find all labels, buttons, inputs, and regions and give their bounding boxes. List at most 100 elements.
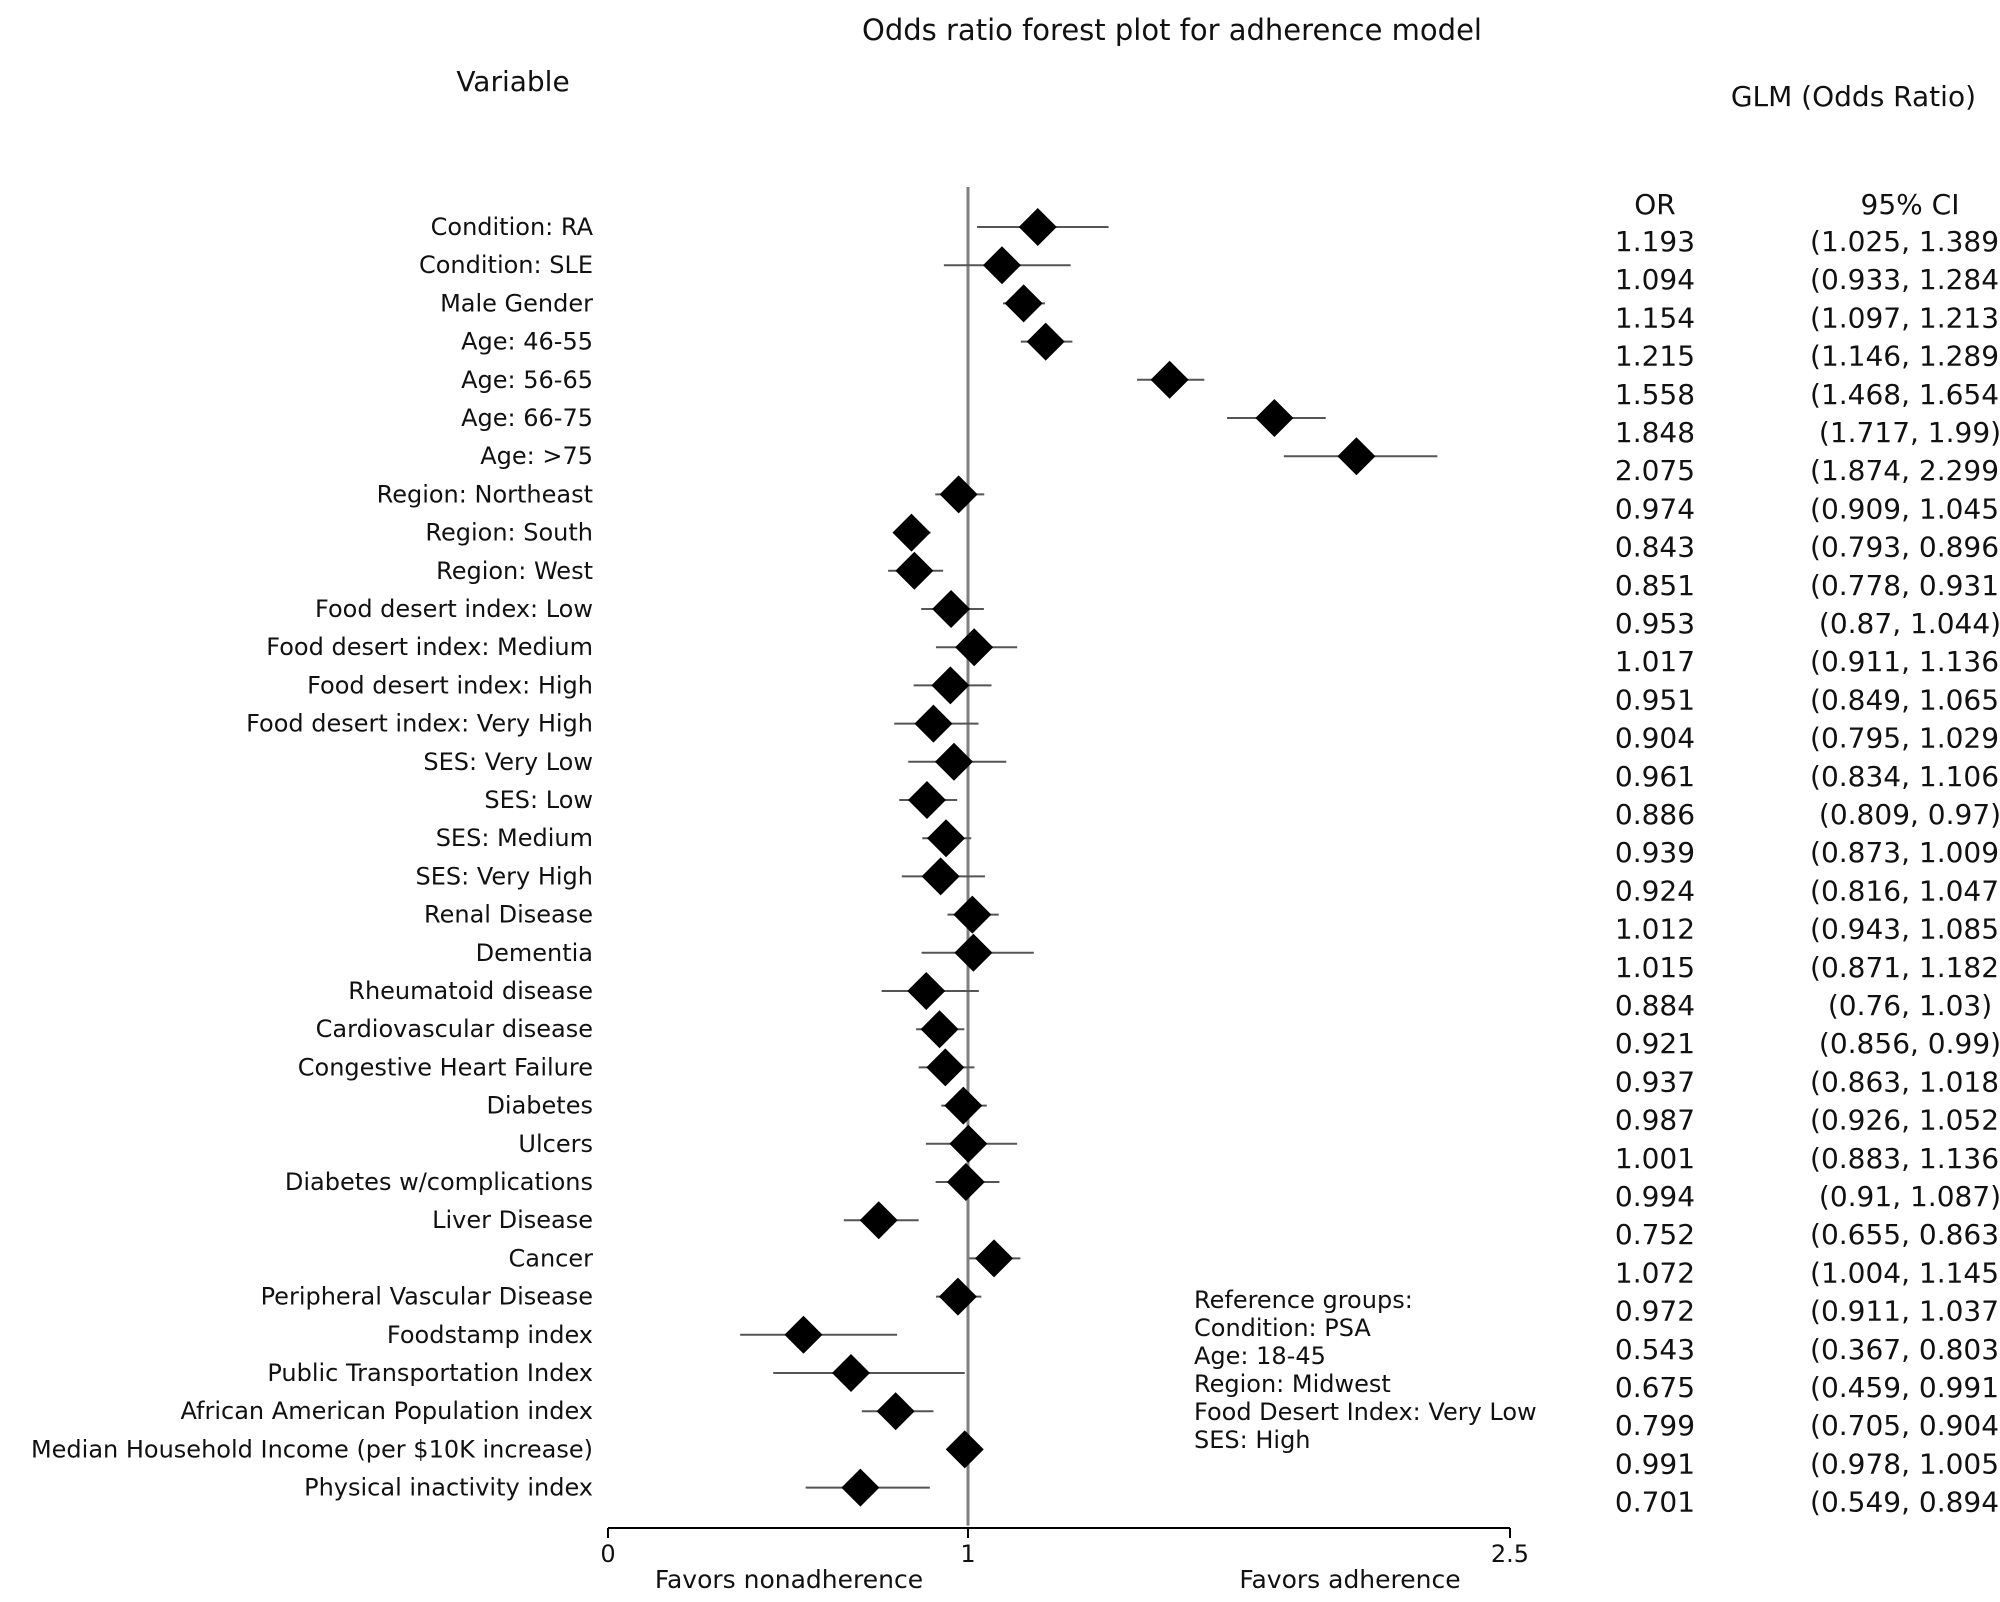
or-value-food-desert-index-very-high: 0.904 [1615,722,1695,755]
or-value-african-american-population-index: 0.799 [1615,1409,1695,1442]
ci-value-ses-low: (0.809, 0.97) [1819,798,2000,831]
or-value-renal-disease: 1.012 [1615,913,1695,946]
or-point-region-northeast [939,475,978,514]
or-value-age-75: 2.075 [1615,454,1695,487]
variable-label-renal-disease: Renal Disease [424,901,593,929]
variable-label-congestive-heart-failure: Congestive Heart Failure [298,1053,593,1081]
or-column-header: OR [1634,188,1676,221]
variable-label-ses-medium: SES: Medium [436,824,593,852]
reference-groups-note: Reference groups: Condition: PSA Age: 18… [1194,1286,1537,1454]
or-value-diabetes-w-complications: 0.994 [1615,1180,1695,1213]
variable-label-age-46-55: Age: 46-55 [461,328,593,356]
or-point-food-desert-index-medium [955,628,994,667]
variable-column-header: Variable [456,65,569,98]
or-value-condition-ra: 1.193 [1615,225,1695,258]
or-point-food-desert-index-very-high [914,704,953,743]
variable-label-food-desert-index-medium: Food desert index: Medium [266,633,593,661]
ci-value-congestive-heart-failure: (0.863, 1.018) [1810,1065,2000,1098]
ci-value-food-desert-index-very-high: (0.795, 1.029) [1810,722,2000,755]
ci-value-region-west: (0.778, 0.931) [1810,569,2000,602]
ci-value-region-south: (0.793, 0.896) [1810,531,2000,564]
or-point-rheumatoid-disease [907,972,946,1010]
or-point-male-gender [1004,284,1043,323]
ci-value-liver-disease: (0.655, 0.863) [1810,1218,2000,1251]
or-value-age-56-65: 1.558 [1615,378,1695,411]
or-value-region-west: 0.851 [1615,569,1695,602]
variable-label-layer: Condition: RA Condition: SLE Male Gender Ag… [31,213,594,1502]
or-point-age-46-55 [1026,322,1065,361]
variable-label-condition-sle: Condition: SLE [419,251,593,279]
ci-value-dementia: (0.871, 1.182) [1810,951,2000,984]
variable-label-ses-very-high: SES: Very High [415,862,593,890]
variable-label-peripheral-vascular-disease: Peripheral Vascular Disease [261,1283,593,1311]
variable-label-ses-low: SES: Low [484,786,593,814]
or-value-ses-very-high: 0.924 [1615,874,1695,907]
variable-label-region-west: Region: West [436,557,593,585]
or-point-cardiovascular-disease [920,1010,959,1049]
or-value-age-66-75: 1.848 [1615,416,1695,449]
or-point-peripheral-vascular-disease [938,1277,977,1316]
or-point-condition-sle [982,246,1021,285]
or-point-foodstamp-index [784,1315,823,1354]
or-value-food-desert-index-medium: 1.017 [1615,645,1695,678]
variable-label-age-75: Age: >75 [480,442,593,470]
ci-value-condition-sle: (0.933, 1.284) [1810,263,2000,296]
or-point-cancer [975,1239,1014,1278]
or-value-peripheral-vascular-disease: 0.972 [1615,1295,1695,1328]
ci-value-public-transportation-index: (0.459, 0.991) [1810,1371,2000,1404]
variable-label-food-desert-index-low: Food desert index: Low [315,595,593,623]
ci-value-median-household-income-per-10k-increase: (0.978, 1.005) [1810,1447,2000,1480]
ci-value-ses-very-low: (0.834, 1.106) [1810,760,2000,793]
x-tick-label-1: 1 [960,1540,975,1568]
ci-value-region-northeast: (0.909, 1.045) [1810,492,2000,525]
x-tick-label-0: 0 [600,1540,615,1568]
or-value-public-transportation-index: 0.675 [1615,1371,1695,1404]
or-point-renal-disease [953,895,992,934]
variable-label-age-56-65: Age: 56-65 [461,366,593,394]
or-point-food-desert-index-low [932,590,971,628]
or-point-ses-very-high [921,857,960,896]
or-value-ses-medium: 0.939 [1615,836,1695,869]
or-value-median-household-income-per-10k-increase: 0.991 [1615,1447,1695,1480]
ci-value-age-56-65: (1.468, 1.654) [1810,378,2000,411]
chart-title: Odds ratio forest plot for adherence mod… [862,13,1482,47]
or-point-median-household-income-per-10k-increase [945,1430,984,1469]
or-point-ses-medium [927,819,966,858]
reference-group-condition: Condition: PSA [1194,1314,1371,1342]
or-value-liver-disease: 0.752 [1615,1218,1695,1251]
ci-value-peripheral-vascular-disease: (0.911, 1.037) [1810,1295,2000,1328]
or-value-region-northeast: 0.974 [1615,492,1695,525]
or-point-age-56-65 [1150,360,1189,399]
odds-ratio-point-layer [784,208,1376,1507]
ci-value-age-66-75: (1.717, 1.99) [1819,416,2000,449]
or-value-ulcers: 1.001 [1615,1142,1695,1175]
variable-label-food-desert-index-high: Food desert index: High [307,671,593,699]
ci-value-ulcers: (0.883, 1.136) [1810,1142,2000,1175]
or-point-dementia [954,933,993,972]
reference-group-food-desert: Food Desert Index: Very Low [1194,1398,1537,1426]
or-value-foodstamp-index: 0.543 [1615,1333,1695,1366]
ci-value-food-desert-index-high: (0.849, 1.065) [1810,683,2000,716]
ci-value-age-46-55: (1.146, 1.289) [1810,340,2000,373]
reference-group-region: Region: Midwest [1194,1370,1391,1398]
variable-label-male-gender: Male Gender [440,289,593,317]
variable-label-public-transportation-index: Public Transportation Index [267,1359,593,1387]
variable-label-age-66-75: Age: 66-75 [461,404,593,432]
or-value-food-desert-index-high: 0.951 [1615,683,1695,716]
variable-label-foodstamp-index: Foodstamp index [387,1321,593,1349]
ci-value-cardiovascular-disease: (0.856, 0.99) [1819,1027,2000,1060]
or-point-ses-low [907,781,946,819]
ci-value-male-gender: (1.097, 1.213) [1810,301,2000,334]
or-point-ulcers [949,1124,988,1163]
or-point-condition-ra [1018,208,1057,246]
variable-label-diabetes: Diabetes [486,1092,593,1120]
ci-value-rheumatoid-disease: (0.76, 1.03) [1828,989,1992,1022]
variable-label-dementia: Dementia [476,939,593,967]
x-tick-label-2.5: 2.5 [1491,1540,1529,1568]
ci-value-diabetes-w-complications: (0.91, 1.087) [1819,1180,2000,1213]
glm-column-header: GLM (Odds Ratio) [1731,80,1976,113]
or-value-rheumatoid-disease: 0.884 [1615,989,1695,1022]
ci-value-african-american-population-index: (0.705, 0.904) [1810,1409,2000,1442]
or-point-age-66-75 [1255,399,1294,437]
